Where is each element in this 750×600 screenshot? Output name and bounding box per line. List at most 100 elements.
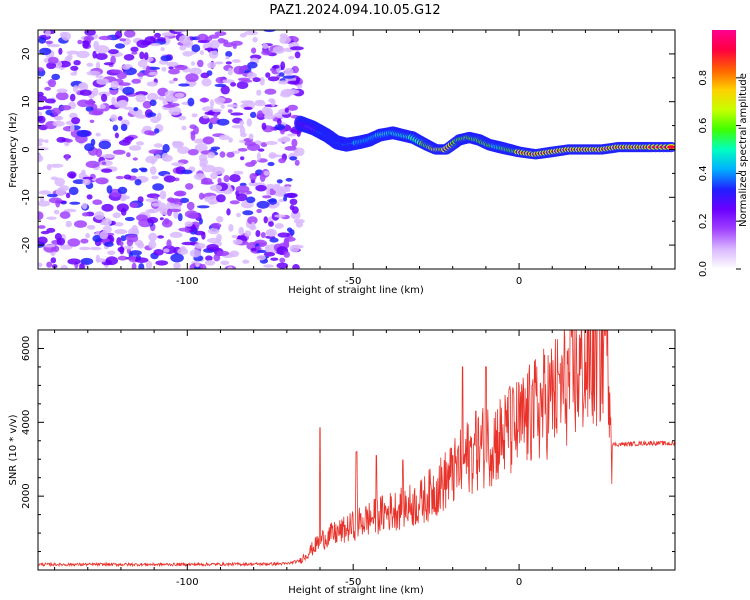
noise-blob xyxy=(85,160,100,168)
noise-blob xyxy=(295,221,304,228)
noise-blob xyxy=(186,201,195,211)
noise-blob xyxy=(156,37,166,42)
noise-blob xyxy=(241,79,253,83)
noise-blob xyxy=(51,73,61,81)
noise-blob xyxy=(237,148,248,152)
noise-blob xyxy=(38,190,51,195)
noise-blob xyxy=(268,98,275,103)
noise-blob xyxy=(284,67,294,76)
snr-panel: -100 -50 0 2000 4000 6000 Height of straight … xyxy=(8,329,676,596)
noise-blob xyxy=(256,208,262,214)
noise-blob xyxy=(99,231,109,240)
noise-blob xyxy=(266,187,271,196)
noise-blob xyxy=(56,237,66,246)
snr-series-line xyxy=(38,330,675,568)
noise-blob xyxy=(189,249,201,258)
noise-blob xyxy=(239,182,247,187)
noise-blob xyxy=(250,111,257,118)
noise-blob xyxy=(84,143,95,152)
noise-blob xyxy=(65,220,73,228)
noise-blob xyxy=(258,148,265,152)
noise-blob xyxy=(120,235,127,242)
noise-blob xyxy=(169,231,183,238)
noise-blob xyxy=(229,250,240,258)
noise-blob xyxy=(272,65,280,69)
noise-blob xyxy=(162,143,170,153)
noise-blob xyxy=(69,201,81,205)
noise-blob xyxy=(95,75,104,79)
noise-blob xyxy=(66,50,80,55)
noise-blob xyxy=(274,214,286,218)
noise-blob xyxy=(260,232,266,238)
snr-y-label: SNR (10 * v/v) xyxy=(8,414,19,485)
noise-blob xyxy=(277,232,290,238)
noise-blob xyxy=(287,227,293,233)
noise-blob xyxy=(137,72,145,77)
noise-blob xyxy=(146,81,158,87)
noise-blob xyxy=(247,143,260,151)
noise-blob xyxy=(261,122,267,130)
noise-blob xyxy=(177,213,183,222)
colorbar-tick-label: 0.4 xyxy=(698,165,709,181)
noise-blob xyxy=(200,181,214,185)
noise-blob xyxy=(50,257,57,264)
noise-blob xyxy=(263,216,268,224)
noise-blob xyxy=(95,52,108,61)
noise-blob xyxy=(230,112,244,116)
noise-blob xyxy=(72,179,85,185)
noise-blob xyxy=(289,46,304,51)
noise-blob xyxy=(54,115,64,121)
noise-blob xyxy=(289,204,295,211)
noise-blob xyxy=(124,30,136,38)
noise-blob xyxy=(65,138,73,143)
spectrogram-y-tick-label: 20 xyxy=(21,48,32,61)
noise-blob xyxy=(240,132,247,138)
noise-blob xyxy=(267,229,276,237)
noise-blob xyxy=(38,115,46,124)
noise-blob xyxy=(159,217,164,221)
noise-blob xyxy=(208,34,220,39)
noise-blob xyxy=(154,154,161,160)
noise-blob xyxy=(87,98,95,108)
noise-blob xyxy=(197,205,210,209)
noise-blob xyxy=(123,174,132,180)
noise-blob xyxy=(250,159,257,165)
noise-blob xyxy=(47,56,59,64)
noise-blob xyxy=(201,78,212,87)
noise-blob xyxy=(61,31,72,41)
ridge-core xyxy=(667,145,675,149)
noise-blob xyxy=(209,184,223,192)
noise-blob xyxy=(168,68,180,75)
noise-blob xyxy=(78,83,86,89)
noise-blob xyxy=(157,235,165,239)
noise-blob xyxy=(101,203,114,212)
noise-blob xyxy=(242,259,250,264)
noise-blob xyxy=(219,151,226,158)
noise-blob xyxy=(98,140,112,150)
noise-blob xyxy=(206,244,219,251)
noise-blob xyxy=(194,143,208,152)
noise-blob xyxy=(247,216,258,225)
noise-blob xyxy=(48,197,63,204)
noise-blob xyxy=(136,214,148,222)
noise-blob xyxy=(112,212,121,219)
noise-blob xyxy=(131,78,141,84)
noise-blob xyxy=(252,36,258,43)
noise-blob xyxy=(134,179,142,186)
noise-blob xyxy=(187,149,199,156)
noise-blob xyxy=(80,238,89,244)
noise-blob xyxy=(137,59,148,68)
snr-x-tick-label: -50 xyxy=(345,577,361,588)
noise-blob xyxy=(166,239,172,249)
noise-blob xyxy=(225,56,230,60)
noise-blob xyxy=(233,65,246,75)
colorbar-tick-label: 0.8 xyxy=(698,70,709,86)
noise-blob xyxy=(216,250,230,257)
noise-blob xyxy=(147,112,157,117)
noise-blob xyxy=(262,195,272,199)
noise-blob xyxy=(280,61,286,71)
noise-blob xyxy=(92,235,102,243)
noise-blob xyxy=(89,246,102,251)
noise-blob xyxy=(256,152,261,161)
noise-blob xyxy=(228,224,234,232)
